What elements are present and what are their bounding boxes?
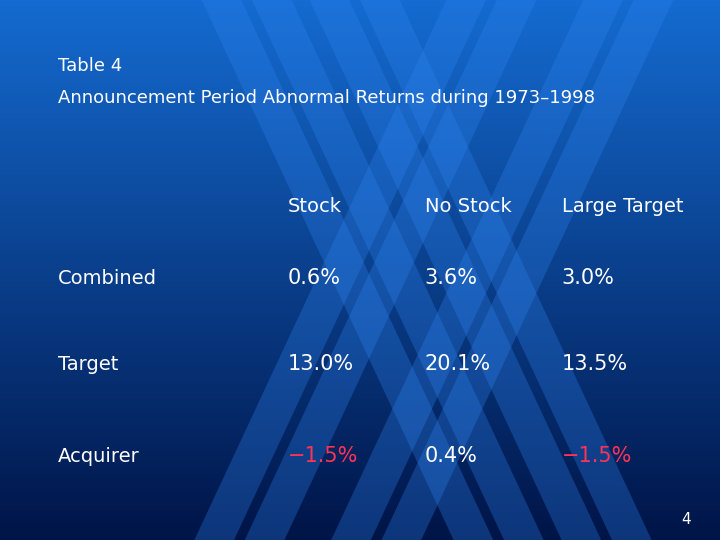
Polygon shape — [202, 0, 493, 540]
Text: −1.5%: −1.5% — [562, 446, 632, 467]
Polygon shape — [252, 0, 544, 540]
Text: 3.0%: 3.0% — [562, 268, 614, 288]
Polygon shape — [331, 0, 623, 540]
Text: 20.1%: 20.1% — [425, 354, 491, 375]
Text: 3.6%: 3.6% — [425, 268, 478, 288]
Text: Combined: Combined — [58, 268, 157, 288]
Polygon shape — [245, 0, 536, 540]
Text: Stock: Stock — [288, 197, 342, 216]
Text: Announcement Period Abnormal Returns during 1973–1998: Announcement Period Abnormal Returns dur… — [58, 89, 595, 107]
Text: 0.6%: 0.6% — [288, 268, 341, 288]
Polygon shape — [310, 0, 601, 540]
Text: No Stock: No Stock — [425, 197, 511, 216]
Text: 13.0%: 13.0% — [288, 354, 354, 375]
Text: Table 4: Table 4 — [58, 57, 122, 75]
Polygon shape — [360, 0, 652, 540]
Polygon shape — [194, 0, 486, 540]
Text: 4: 4 — [682, 511, 691, 526]
Polygon shape — [382, 0, 673, 540]
Text: Large Target: Large Target — [562, 197, 683, 216]
Text: 13.5%: 13.5% — [562, 354, 628, 375]
Text: Acquirer: Acquirer — [58, 447, 140, 466]
Text: −1.5%: −1.5% — [288, 446, 359, 467]
Text: Target: Target — [58, 355, 118, 374]
Text: 0.4%: 0.4% — [425, 446, 477, 467]
